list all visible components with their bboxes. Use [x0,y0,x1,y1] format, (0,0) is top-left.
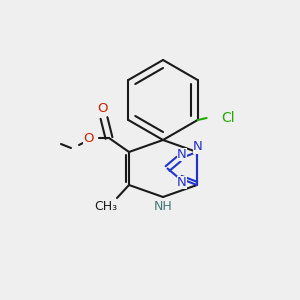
Text: Cl: Cl [222,111,235,125]
Text: O: O [83,133,93,146]
Text: CH₃: CH₃ [94,200,118,212]
Text: N: N [177,148,187,160]
Text: NH: NH [154,200,172,212]
Text: N: N [193,140,203,154]
Text: O: O [98,103,108,116]
Text: N: N [177,176,187,190]
